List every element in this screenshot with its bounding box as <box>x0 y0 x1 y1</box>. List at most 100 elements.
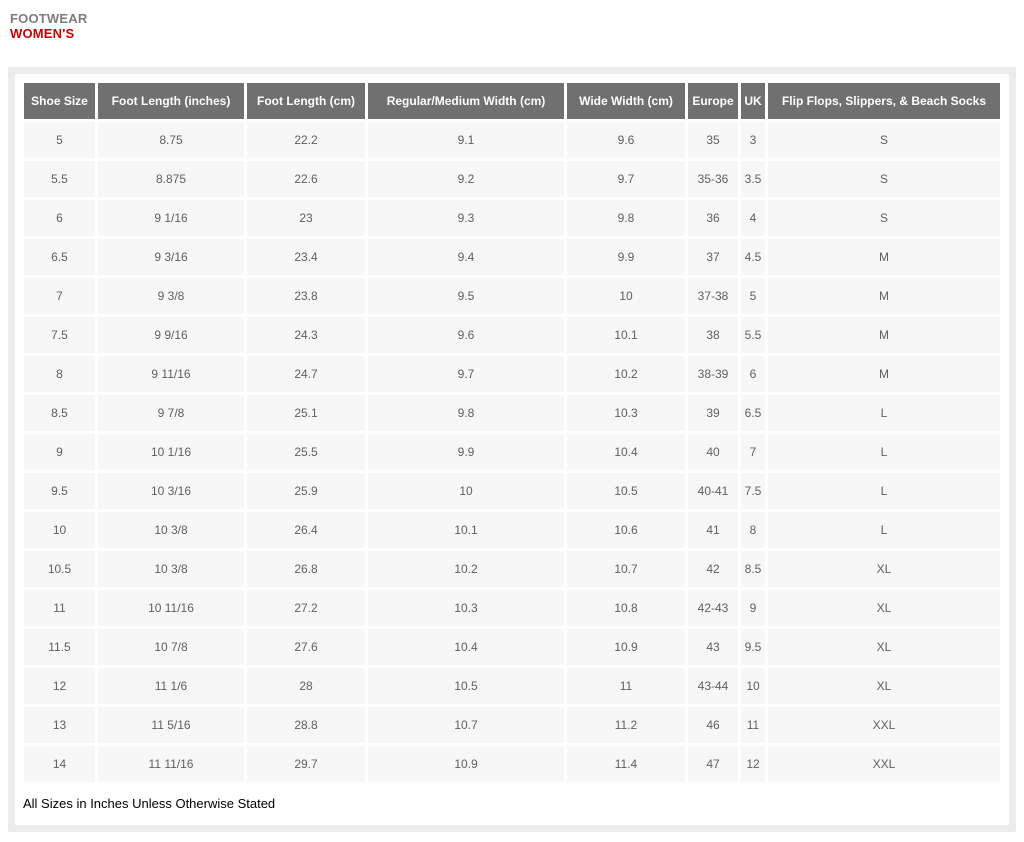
table-cell: 9 11/16 <box>98 356 244 392</box>
table-cell: 5 <box>24 122 95 158</box>
table-cell: 8 <box>741 512 765 548</box>
table-cell: 28.8 <box>247 707 365 743</box>
table-cell: XXL <box>768 746 1000 782</box>
table-cell: 41 <box>688 512 738 548</box>
table-cell: 40 <box>688 434 738 470</box>
table-row: 9.5 10 3/16 25.9 10 10.5 40-41 7.5 L <box>24 473 1000 509</box>
table-cell: 11.5 <box>24 629 95 665</box>
table-cell: 10.6 <box>567 512 685 548</box>
table-cell: 5.5 <box>24 161 95 197</box>
table-header-row: Shoe Size Foot Length (inches) Foot Length… <box>24 83 1000 119</box>
table-row: 10.5 10 3/8 26.8 10.2 10.7 42 8.5 XL <box>24 551 1000 587</box>
table-cell: 9 9/16 <box>98 317 244 353</box>
table-cell: 10.2 <box>567 356 685 392</box>
table-cell: 8.5 <box>24 395 95 431</box>
table-cell: 6 <box>741 356 765 392</box>
table-cell: 10 <box>741 668 765 704</box>
table-cell: 28 <box>247 668 365 704</box>
table-row: 7.5 9 9/16 24.3 9.6 10.1 38 5.5 M <box>24 317 1000 353</box>
table-cell: 24.7 <box>247 356 365 392</box>
table-cell: 7.5 <box>741 473 765 509</box>
table-row: 12 11 1/6 28 10.5 11 43-44 10 XL <box>24 668 1000 704</box>
table-cell: 7.5 <box>24 317 95 353</box>
column-header: Foot Length (cm) <box>247 83 365 119</box>
table-cell: L <box>768 395 1000 431</box>
table-cell: 25.9 <box>247 473 365 509</box>
table-cell: 23 <box>247 200 365 236</box>
table-cell: 9 3/16 <box>98 239 244 275</box>
table-cell: L <box>768 473 1000 509</box>
table-cell: 11.4 <box>567 746 685 782</box>
table-cell: 10 1/16 <box>98 434 244 470</box>
table-row: 10 10 3/8 26.4 10.1 10.6 41 8 L <box>24 512 1000 548</box>
column-header: Wide Width (cm) <box>567 83 685 119</box>
table-cell: 10 3/8 <box>98 551 244 587</box>
table-cell: 10 7/8 <box>98 629 244 665</box>
table-cell: 9.5 <box>368 278 564 314</box>
table-cell: 43 <box>688 629 738 665</box>
table-cell: XL <box>768 629 1000 665</box>
table-cell: 8 <box>24 356 95 392</box>
table-cell: 43-44 <box>688 668 738 704</box>
table-cell: 10.5 <box>24 551 95 587</box>
table-cell: 11 11/16 <box>98 746 244 782</box>
table-cell: 27.6 <box>247 629 365 665</box>
table-cell: 9.2 <box>368 161 564 197</box>
table-cell: 26.4 <box>247 512 365 548</box>
table-row: 14 11 11/16 29.7 10.9 11.4 47 12 XXL <box>24 746 1000 782</box>
table-cell: 9.4 <box>368 239 564 275</box>
table-cell: 9.8 <box>567 200 685 236</box>
table-cell: 9.6 <box>368 317 564 353</box>
table-cell: 40-41 <box>688 473 738 509</box>
table-cell: 10.9 <box>368 746 564 782</box>
table-cell: M <box>768 356 1000 392</box>
table-cell: 7 <box>741 434 765 470</box>
table-cell: 9 7/8 <box>98 395 244 431</box>
table-cell: 23.4 <box>247 239 365 275</box>
table-cell: 3.5 <box>741 161 765 197</box>
table-cell: 27.2 <box>247 590 365 626</box>
table-cell: 10.5 <box>368 668 564 704</box>
table-row: 11 10 11/16 27.2 10.3 10.8 42-43 9 XL <box>24 590 1000 626</box>
table-cell: 25.1 <box>247 395 365 431</box>
table-cell: 9.9 <box>567 239 685 275</box>
table-cell: 9.9 <box>368 434 564 470</box>
table-cell: 22.6 <box>247 161 365 197</box>
table-cell: 9 <box>24 434 95 470</box>
table-cell: 12 <box>24 668 95 704</box>
table-cell: 9.1 <box>368 122 564 158</box>
table-cell: 9.5 <box>24 473 95 509</box>
table-cell: 10.1 <box>567 317 685 353</box>
table-row: 5.5 8.875 22.6 9.2 9.7 35-36 3.5 S <box>24 161 1000 197</box>
table-cell: 29.7 <box>247 746 365 782</box>
table-cell: 9 3/8 <box>98 278 244 314</box>
table-cell: 25.5 <box>247 434 365 470</box>
table-cell: M <box>768 317 1000 353</box>
table-cell: 39 <box>688 395 738 431</box>
table-cell: 10 11/16 <box>98 590 244 626</box>
table-cell: 9.5 <box>741 629 765 665</box>
table-cell: 7 <box>24 278 95 314</box>
table-cell: M <box>768 239 1000 275</box>
table-cell: XL <box>768 668 1000 704</box>
table-cell: 11 <box>24 590 95 626</box>
table-cell: 46 <box>688 707 738 743</box>
table-cell: XXL <box>768 707 1000 743</box>
table-cell: 8.875 <box>98 161 244 197</box>
table-cell: 9 <box>741 590 765 626</box>
table-cell: 22.2 <box>247 122 365 158</box>
table-cell: 12 <box>741 746 765 782</box>
table-cell: 10.4 <box>567 434 685 470</box>
table-cell: 38-39 <box>688 356 738 392</box>
table-cell: 9 1/16 <box>98 200 244 236</box>
table-cell: 24.3 <box>247 317 365 353</box>
table-cell: 11.2 <box>567 707 685 743</box>
footnote: All Sizes in Inches Unless Otherwise Sta… <box>23 796 276 811</box>
table-row: 11.5 10 7/8 27.6 10.4 10.9 43 9.5 XL <box>24 629 1000 665</box>
table-cell: 10 <box>24 512 95 548</box>
column-header: UK <box>741 83 765 119</box>
size-chart-panel: Shoe Size Foot Length (inches) Foot Length… <box>8 67 1016 832</box>
